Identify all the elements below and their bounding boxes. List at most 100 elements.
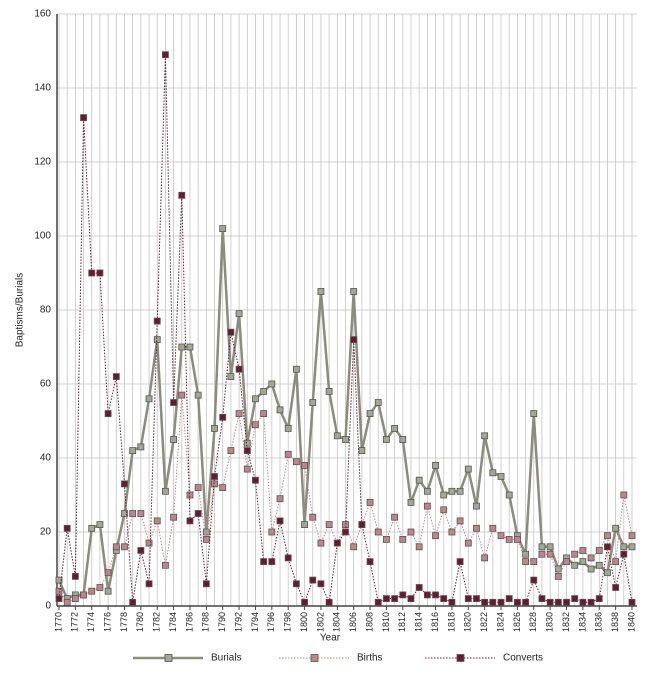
marker bbox=[104, 410, 112, 418]
marker bbox=[350, 288, 358, 295]
marker bbox=[243, 465, 251, 473]
marker bbox=[219, 484, 227, 492]
marker bbox=[587, 598, 595, 606]
marker bbox=[71, 595, 79, 602]
marker bbox=[374, 399, 382, 406]
marker bbox=[276, 406, 284, 414]
marker bbox=[227, 328, 235, 336]
marker bbox=[235, 310, 243, 318]
marker bbox=[211, 473, 218, 480]
marker bbox=[571, 561, 579, 569]
marker bbox=[55, 587, 63, 595]
legend-label: Births bbox=[357, 653, 383, 664]
marker bbox=[530, 558, 538, 565]
marker bbox=[595, 595, 603, 602]
marker bbox=[317, 580, 325, 588]
x-tick-label: 1806 bbox=[348, 612, 358, 632]
series-line bbox=[58, 54, 633, 605]
marker bbox=[579, 558, 587, 565]
marker bbox=[563, 598, 570, 606]
marker bbox=[481, 598, 489, 606]
marker bbox=[546, 598, 554, 606]
marker bbox=[366, 410, 374, 418]
marker bbox=[628, 598, 636, 606]
marker bbox=[554, 598, 562, 606]
marker bbox=[538, 595, 546, 602]
x-tick-label: 1824 bbox=[495, 612, 505, 632]
marker bbox=[194, 484, 202, 492]
marker bbox=[202, 580, 210, 588]
marker bbox=[383, 536, 390, 543]
marker bbox=[137, 510, 145, 517]
y-axis-label: Baptisms/Burials bbox=[15, 273, 26, 347]
x-tick-label: 1836 bbox=[594, 612, 604, 632]
x-tick-label: 1838 bbox=[610, 612, 620, 632]
marker bbox=[595, 547, 603, 554]
marker bbox=[530, 576, 538, 584]
marker bbox=[162, 487, 169, 495]
marker bbox=[489, 469, 497, 477]
marker bbox=[178, 191, 186, 199]
marker bbox=[628, 543, 636, 551]
marker bbox=[153, 317, 161, 325]
y-tick-label: 140 bbox=[34, 83, 51, 94]
marker bbox=[415, 584, 423, 591]
x-tick-label: 1796 bbox=[266, 612, 276, 632]
marker bbox=[546, 543, 554, 551]
marker bbox=[301, 598, 308, 606]
marker bbox=[489, 524, 497, 532]
marker bbox=[432, 532, 439, 540]
marker bbox=[440, 491, 448, 499]
marker bbox=[579, 547, 587, 554]
marker bbox=[55, 595, 63, 602]
x-tick-label: 1814 bbox=[414, 612, 424, 632]
marker bbox=[481, 554, 489, 562]
marker bbox=[464, 465, 472, 473]
marker bbox=[112, 373, 120, 381]
marker bbox=[563, 558, 570, 565]
marker bbox=[88, 269, 96, 277]
marker bbox=[129, 598, 137, 606]
y-tick-label: 0 bbox=[45, 601, 51, 612]
marker bbox=[497, 473, 505, 480]
marker bbox=[227, 373, 235, 381]
marker bbox=[194, 510, 202, 517]
marker bbox=[325, 598, 333, 606]
marker bbox=[194, 391, 202, 399]
marker bbox=[604, 569, 611, 577]
marker bbox=[260, 387, 268, 395]
x-tick-label: 1774 bbox=[86, 612, 96, 632]
marker bbox=[121, 543, 128, 551]
legend-marker bbox=[310, 654, 319, 662]
marker bbox=[366, 558, 374, 565]
x-tick-label: 1770 bbox=[53, 612, 63, 632]
marker bbox=[620, 550, 628, 558]
marker bbox=[448, 487, 456, 495]
marker bbox=[170, 399, 178, 406]
marker bbox=[301, 461, 308, 469]
marker bbox=[522, 550, 529, 558]
marker bbox=[604, 543, 611, 551]
marker bbox=[178, 343, 186, 351]
marker bbox=[260, 558, 268, 565]
marker bbox=[268, 380, 276, 388]
marker bbox=[554, 573, 562, 580]
x-tick-label: 1840 bbox=[626, 612, 636, 632]
x-tick-label: 1776 bbox=[102, 612, 112, 632]
marker bbox=[448, 528, 456, 536]
marker bbox=[489, 598, 497, 606]
marker bbox=[587, 554, 595, 562]
marker bbox=[292, 580, 300, 588]
x-tick-label: 1812 bbox=[397, 612, 407, 632]
marker bbox=[96, 521, 104, 528]
legend-marker bbox=[164, 654, 173, 662]
marker bbox=[121, 480, 128, 488]
marker bbox=[612, 558, 620, 565]
marker bbox=[358, 447, 366, 455]
marker bbox=[579, 598, 587, 606]
marker bbox=[595, 561, 603, 569]
marker bbox=[374, 528, 382, 536]
marker bbox=[366, 498, 374, 506]
marker bbox=[121, 510, 128, 517]
